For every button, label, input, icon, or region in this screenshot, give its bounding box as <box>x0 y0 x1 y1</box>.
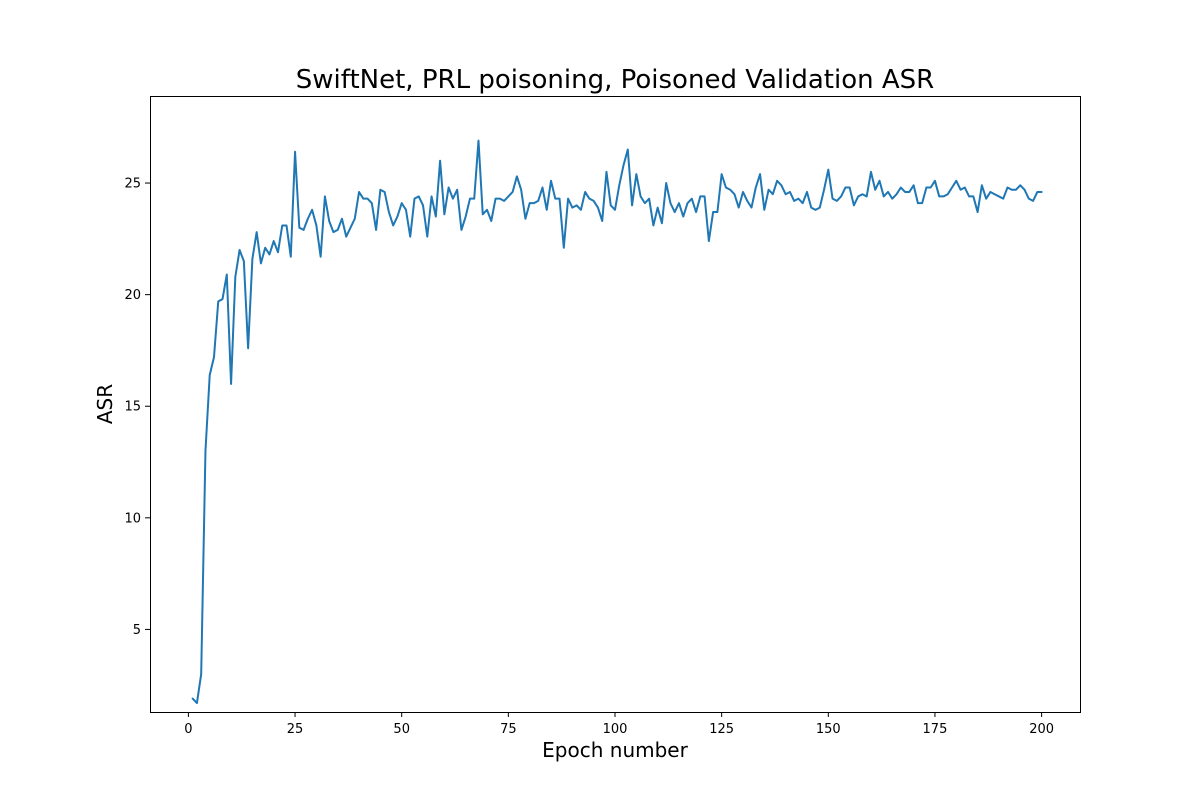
series-layer <box>191 139 1043 705</box>
x-tick-label: 200 <box>1029 722 1054 737</box>
x-tick-label: 50 <box>393 722 410 737</box>
y-axis-ticks: 5 10 15 20 25 <box>124 177 150 638</box>
x-tick-label: 25 <box>287 722 304 737</box>
plot-frame <box>150 96 1081 713</box>
x-tick-label: 100 <box>603 722 628 737</box>
y-tick-label: 5 <box>133 623 141 638</box>
y-tick-label: 20 <box>124 288 141 303</box>
y-tick-label: 10 <box>124 511 141 526</box>
x-axis-ticks: 0 25 50 75 100 125 150 175 200 <box>184 712 1054 737</box>
x-tick-label: 0 <box>184 722 192 737</box>
x-tick-label: 75 <box>500 722 517 737</box>
y-tick-label: 25 <box>124 177 141 192</box>
y-axis-label: ASR <box>93 384 117 424</box>
y-tick-label: 15 <box>124 400 141 415</box>
x-axis-label: Epoch number <box>542 738 688 762</box>
chart-title: SwiftNet, PRL poisoning, Poisoned Valida… <box>296 65 934 95</box>
x-tick-label: 150 <box>816 722 841 737</box>
x-tick-label: 125 <box>709 722 734 737</box>
series-line-0 <box>191 139 1043 705</box>
x-tick-label: 175 <box>923 722 948 737</box>
